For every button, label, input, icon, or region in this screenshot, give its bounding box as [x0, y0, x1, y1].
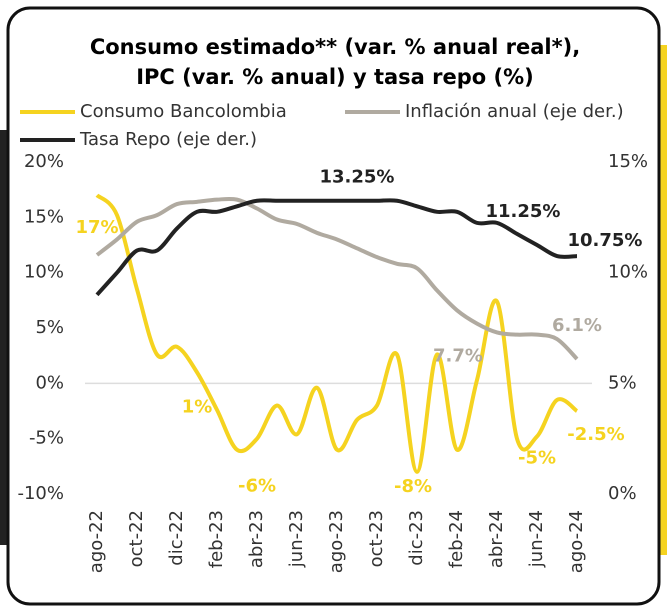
- value-label: 10.75%: [568, 230, 643, 251]
- value-label: -5%: [518, 448, 556, 469]
- value-label: 6.1%: [552, 315, 602, 336]
- y2-tick-label: 5%: [608, 372, 637, 393]
- x-tick-label: jun-23: [286, 510, 307, 568]
- y-tick-label: -5%: [29, 428, 64, 449]
- y2-tick-label: 15%: [608, 151, 648, 172]
- x-tick-label: dic-23: [406, 510, 427, 566]
- x-tick-label: feb-23: [206, 510, 227, 568]
- legend-label: Consumo Bancolombia: [80, 101, 287, 122]
- value-label: 1%: [182, 396, 213, 417]
- y-tick-label: 0%: [35, 372, 64, 393]
- value-label: -2.5%: [567, 424, 624, 445]
- legend-label: Tasa Repo (eje der.): [79, 129, 257, 150]
- y-tick-label: -10%: [17, 483, 64, 504]
- y2-tick-label: 0%: [608, 483, 637, 504]
- legend-label: Inflación anual (eje der.): [405, 101, 624, 122]
- x-tick-label: oct-23: [366, 510, 387, 567]
- series-line: [95, 198, 578, 297]
- value-label: 17%: [75, 217, 118, 238]
- x-tick-label: ago-23: [326, 510, 347, 573]
- value-label: -6%: [238, 476, 276, 497]
- x-tick-label: abr-23: [246, 510, 267, 568]
- card: [6, 6, 661, 606]
- chart-title: Consumo estimado** (var. % anual real*),: [90, 35, 580, 59]
- x-tick-label: abr-24: [486, 510, 507, 568]
- value-label: 13.25%: [320, 167, 395, 188]
- x-tick-label: feb-24: [446, 510, 467, 568]
- series-line: [95, 196, 579, 361]
- y-tick-label: 15%: [24, 206, 64, 227]
- y-tick-label: 20%: [24, 151, 64, 172]
- x-tick-label: dic-22: [166, 510, 187, 566]
- value-label: 7.7%: [433, 346, 483, 367]
- chart-title: IPC (var. % anual) y tasa repo (%): [136, 65, 534, 89]
- y-tick-label: 10%: [24, 262, 64, 283]
- y2-tick-label: 10%: [608, 262, 648, 283]
- x-tick-label: ago-22: [86, 510, 107, 573]
- value-label: 11.25%: [486, 201, 561, 222]
- x-tick-label: ago-24: [566, 510, 587, 573]
- x-tick-label: jun-24: [526, 510, 547, 568]
- y-tick-label: 5%: [35, 317, 64, 338]
- value-label: -8%: [394, 476, 432, 497]
- x-tick-label: oct-22: [126, 510, 147, 567]
- series-line: [95, 193, 579, 474]
